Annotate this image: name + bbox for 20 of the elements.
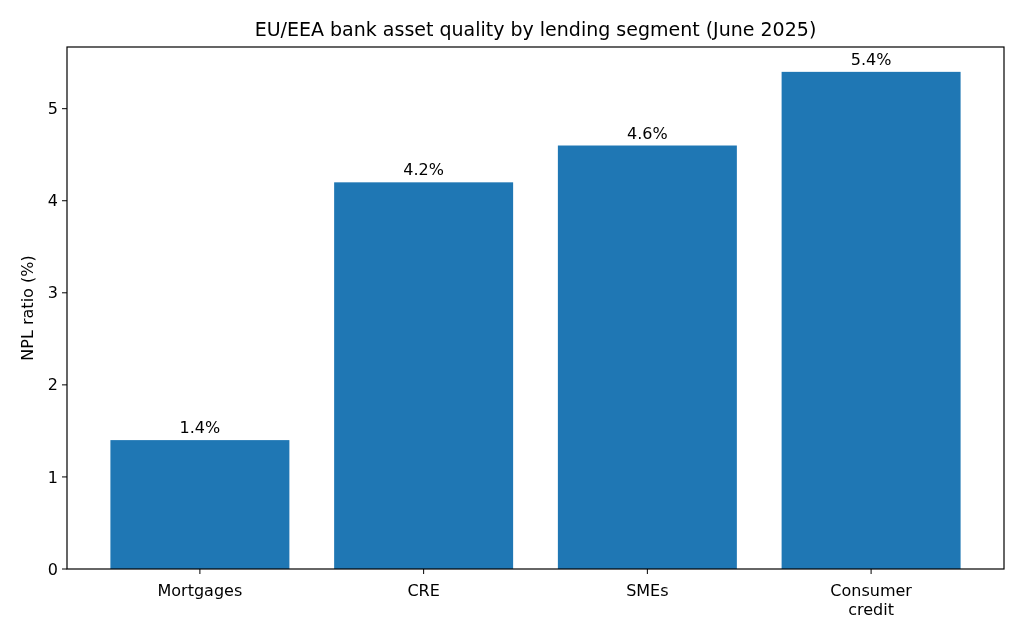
data-label: 1.4%: [179, 418, 221, 438]
bar: [557, 145, 737, 569]
y-tick-label: 3: [47, 283, 58, 303]
y-tick-label: 0: [47, 559, 58, 579]
data-label: 4.2%: [403, 160, 444, 180]
x-tick-label: Consumer credit: [830, 581, 913, 619]
y-tick-label: 1: [47, 467, 58, 487]
bar: [334, 182, 514, 569]
y-tick-label: 2: [47, 375, 58, 395]
data-label: 4.6%: [627, 123, 668, 143]
chart-title: EU/EEA bank asset quality by lending segment (June 2025): [254, 18, 817, 40]
y-axis-title: NPL ratio (%): [18, 255, 37, 361]
bar: [781, 71, 961, 569]
data-label: 5.4%: [850, 49, 892, 69]
x-tick-label: CRE: [407, 581, 440, 600]
bar: [110, 440, 290, 569]
x-tick-label: Mortgages: [157, 581, 243, 600]
x-tick-label: SMEs: [626, 581, 669, 600]
y-tick-label: 4: [47, 191, 58, 211]
y-tick-label: 5: [47, 99, 58, 119]
